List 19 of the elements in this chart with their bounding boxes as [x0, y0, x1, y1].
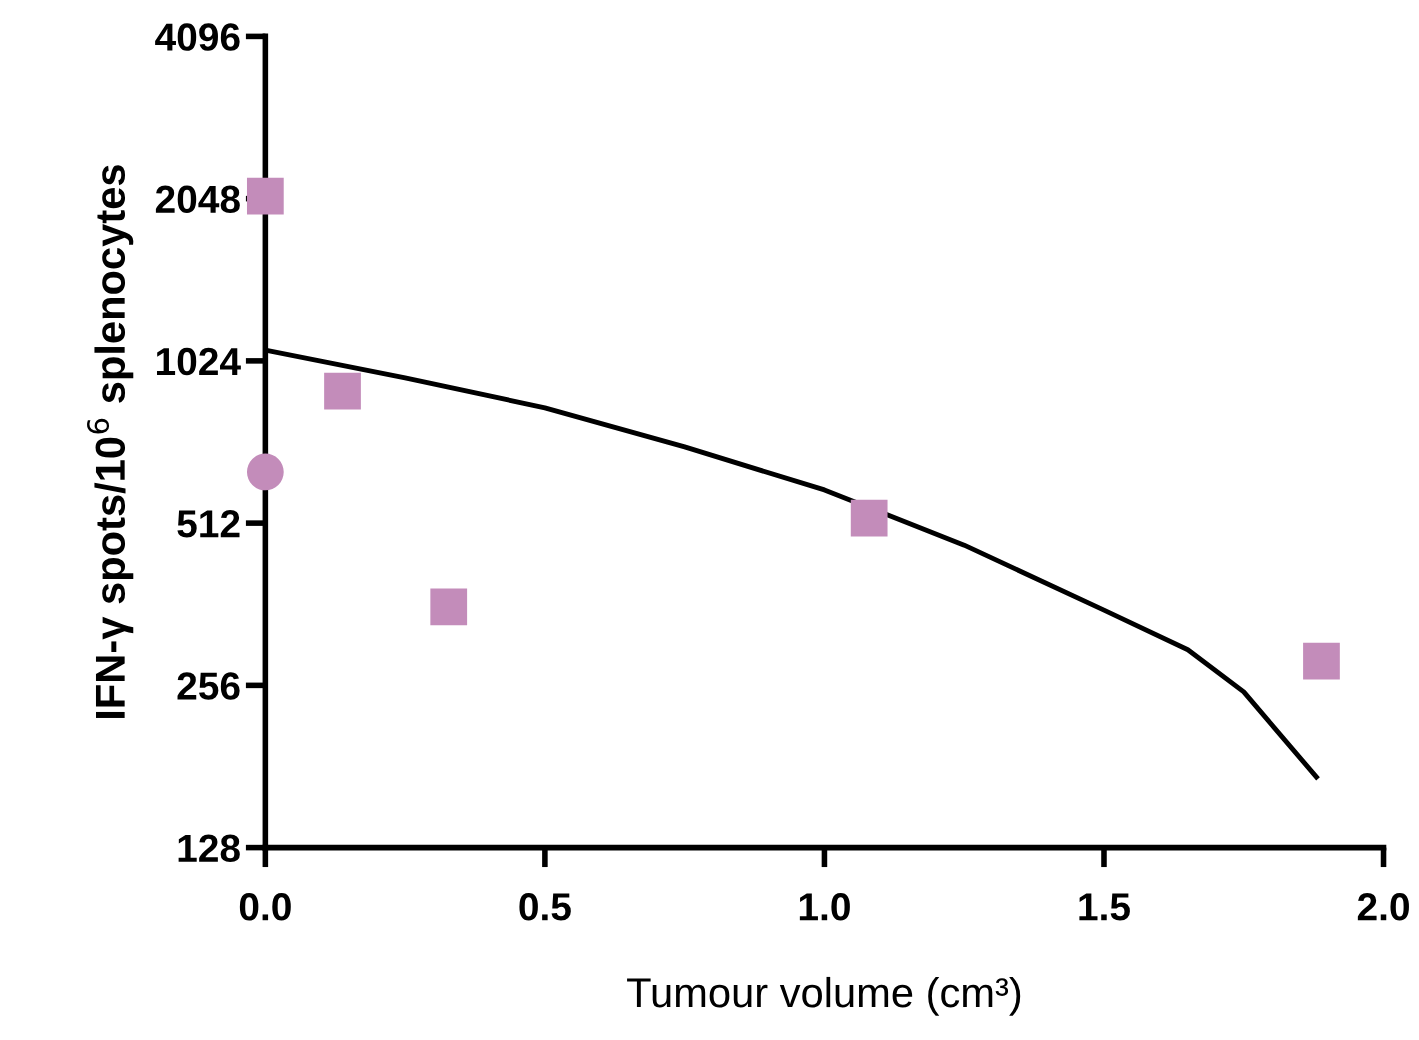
x-tick-label: 0.5	[519, 893, 571, 921]
x-tick-label: 2.0	[1357, 893, 1409, 921]
y-tick-label: 512	[177, 510, 240, 538]
point	[430, 588, 468, 626]
x-tick-label: 1.5	[1079, 893, 1130, 921]
y-tick-label: 4096	[155, 23, 240, 51]
y-tick-label: 2048	[155, 185, 240, 214]
point	[850, 499, 888, 537]
point	[246, 177, 284, 215]
y-tick-label: 128	[178, 834, 240, 863]
x-tick-label: 1.0	[799, 893, 850, 921]
x-tick-label: 0.0	[239, 893, 291, 921]
point	[1303, 642, 1340, 680]
point	[246, 453, 284, 491]
y-tick-label: 256	[177, 672, 240, 700]
point	[324, 372, 361, 410]
y-tick-label: 1024	[156, 347, 241, 376]
y-axis-title: IFN-γ spots/10$^{6}$ splenocytes	[87, 165, 134, 718]
x-axis-title: Tumour volume (cm³)	[627, 976, 1021, 1016]
